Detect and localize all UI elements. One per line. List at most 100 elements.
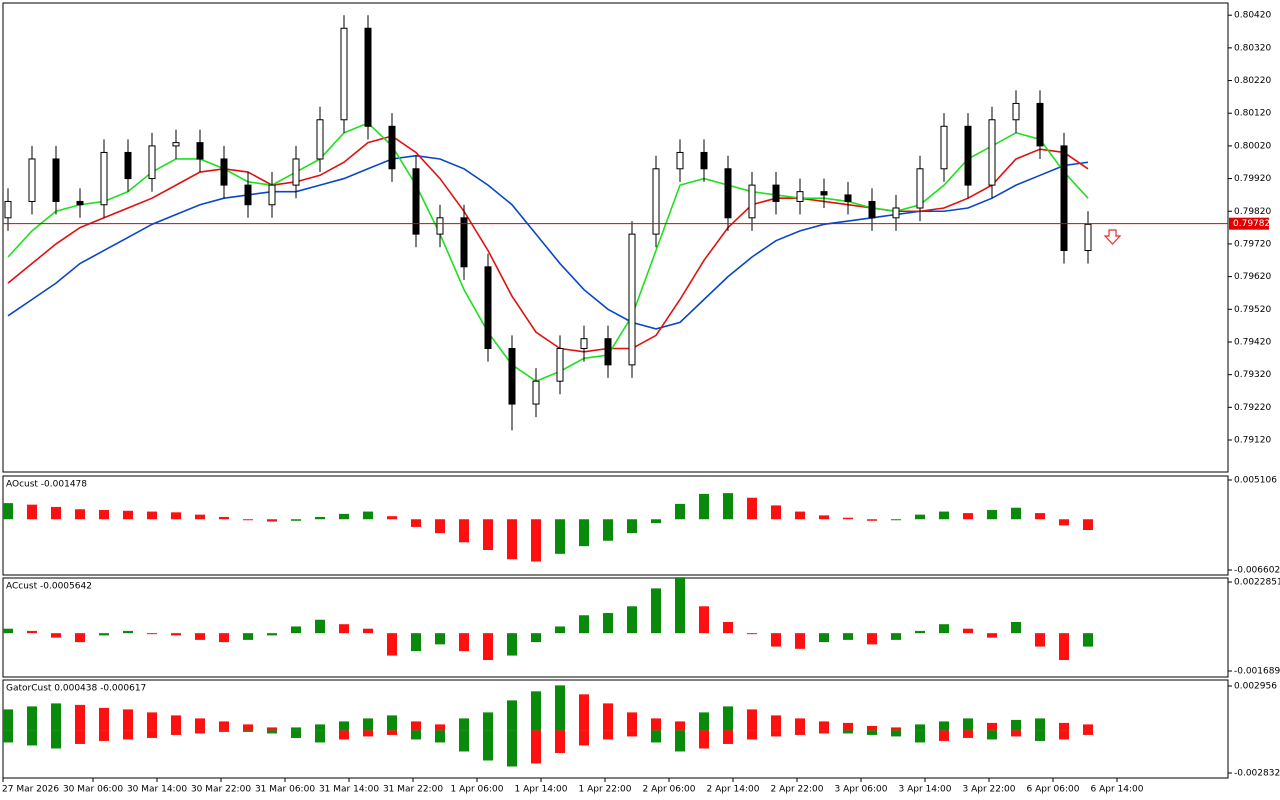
histogram-bar [1083,519,1093,531]
gator-bar [627,730,637,737]
gator-bar [219,730,229,732]
candle-body [700,151,708,170]
gator-bar [387,715,397,731]
candle-body [172,142,180,147]
histogram-bar [1083,633,1093,647]
candle-body [1084,223,1092,251]
histogram-bar [843,633,853,640]
histogram-bar [915,514,925,520]
histogram-bar [651,519,661,524]
gator-bar [1059,730,1069,740]
histogram-bar [51,633,61,638]
y-tick-label: 0.0022851 [1234,577,1280,587]
time-label: 30 Mar 06:00 [63,785,123,795]
time-label: 1 Apr 22:00 [579,785,632,795]
histogram-bar [51,506,61,520]
time-label: 1 Apr 14:00 [515,785,568,795]
histogram-bar [411,633,421,652]
gator-bar [339,730,349,740]
candle-body [28,158,36,202]
histogram-bar [1059,633,1069,661]
histogram-bar [531,633,541,643]
histogram-bar [339,513,349,520]
gator-bar [507,700,517,731]
y-tick-label: 0.79420 [1234,337,1271,347]
gator-bar [3,709,13,731]
histogram-bar [267,519,277,522]
histogram-bar [243,519,253,521]
gator-bar [603,730,613,740]
gator-bar [603,703,613,731]
gator-bar [675,721,685,731]
gator-bar [123,709,133,731]
gator-bar [387,730,397,735]
candle-body [580,338,588,350]
gator-bar [243,730,253,732]
candle-body [508,348,516,405]
sell-arrow [1103,229,1122,245]
histogram-bar [747,633,757,635]
current-price-box [1229,217,1269,230]
histogram-bar [699,606,709,634]
y-tick-label: 0.80220 [1234,76,1271,86]
histogram-bar [1035,513,1045,520]
candle-body [916,168,924,209]
histogram-bar [723,621,733,634]
histogram-bar [3,628,13,634]
gator-bar [579,730,589,746]
candle-body [628,233,636,366]
candle-body [100,151,108,206]
candle-body [196,142,204,160]
histogram-bar [123,630,133,634]
gator-bar [843,722,853,731]
panel-frame [2,577,1229,678]
candle-body [484,266,492,350]
y-tick-label: 0.79320 [1234,370,1271,380]
gator-bar [243,724,253,731]
histogram-bar [963,628,973,634]
candle-body [220,158,228,186]
histogram-bar [747,497,757,520]
y-tick-label: 0.79520 [1234,305,1271,315]
gator-bar [483,712,493,731]
histogram-bar [75,633,85,643]
gator-bar [483,730,493,761]
histogram-bar [483,519,493,551]
gator-bar [507,730,517,767]
time-label: 2 Apr 22:00 [771,785,824,795]
gator-bar [171,730,181,735]
gator-bar [987,730,997,740]
time-label: 31 Mar 14:00 [319,785,379,795]
candle-body [820,191,828,196]
candle-body [244,184,252,206]
histogram-bar [435,633,445,645]
histogram-bar [339,624,349,634]
time-label: 27 Mar 2026 [2,785,59,795]
gator-bar [627,712,637,731]
candle-body [676,151,684,170]
histogram-bar [435,519,445,534]
histogram-bar [459,519,469,543]
y-tick-label: 0.80120 [1234,109,1271,119]
histogram-bar [1011,621,1021,634]
candle-body [1012,102,1020,121]
histogram-bar [387,633,397,656]
time-label: 3 Apr 06:00 [835,785,888,795]
candle-body [316,119,324,160]
y-tick-label: -0.0016896 [1234,666,1280,676]
gator-bar [171,715,181,731]
gator-bar [51,730,61,749]
gator-bar [987,722,997,731]
gator-bar [555,685,565,731]
histogram-bar [99,510,109,520]
gator-bar [555,730,565,753]
gator-bar [675,730,685,752]
histogram-bar [939,624,949,634]
candle-body [724,168,732,219]
panel-frame [2,2,1229,473]
y-tick-label: 0.005106 [1234,475,1277,485]
time-label: 6 Apr 14:00 [1091,785,1144,795]
gator-bar [915,724,925,731]
gator-bar [963,730,973,738]
gator-bar [147,712,157,731]
